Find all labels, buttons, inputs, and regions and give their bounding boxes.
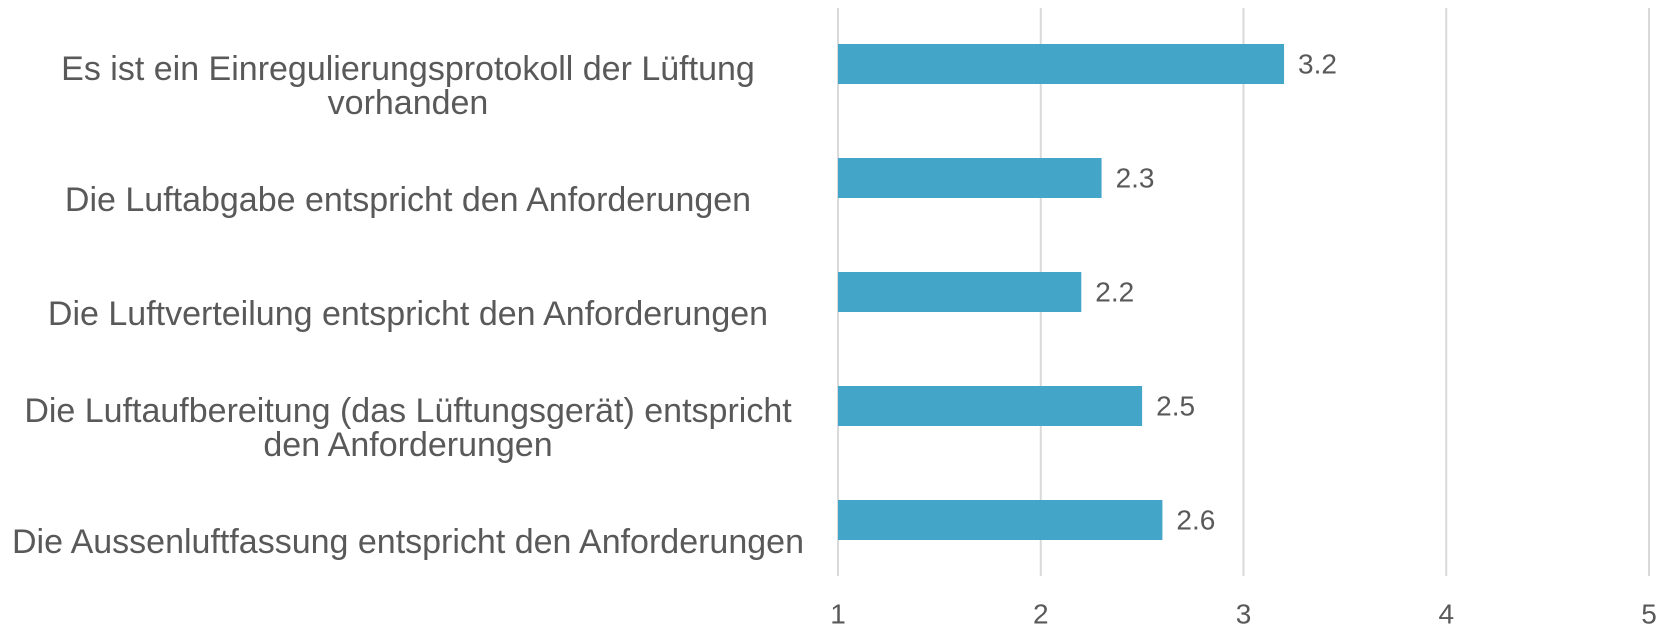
bar <box>838 272 1082 312</box>
x-tick-label: 5 <box>1641 598 1657 628</box>
category-label: Die Aussenluftfassung entspricht den Anf… <box>12 523 804 561</box>
x-tick-label: 1 <box>830 598 846 628</box>
x-tick-label: 3 <box>1236 598 1252 628</box>
bar <box>838 500 1163 540</box>
category-label: Die Luftaufbereitung (das Lüftungsgerät)… <box>24 392 792 464</box>
value-label: 2.2 <box>1095 276 1134 307</box>
bar <box>838 158 1102 198</box>
value-label: 2.5 <box>1156 390 1195 421</box>
bar <box>838 44 1285 84</box>
value-label: 2.3 <box>1116 162 1155 193</box>
category-label: Die Luftabgabe entspricht den Anforderun… <box>64 181 752 219</box>
x-tick-label: 4 <box>1438 598 1454 628</box>
x-tick-label: 2 <box>1033 598 1049 628</box>
category-label: Es ist ein Einregulierungsprotokoll der … <box>61 50 755 122</box>
bar <box>838 386 1143 426</box>
category-label: Die Luftverteilung entspricht den Anford… <box>47 295 769 333</box>
value-label: 3.2 <box>1298 48 1337 79</box>
value-label: 2.6 <box>1176 504 1215 535</box>
